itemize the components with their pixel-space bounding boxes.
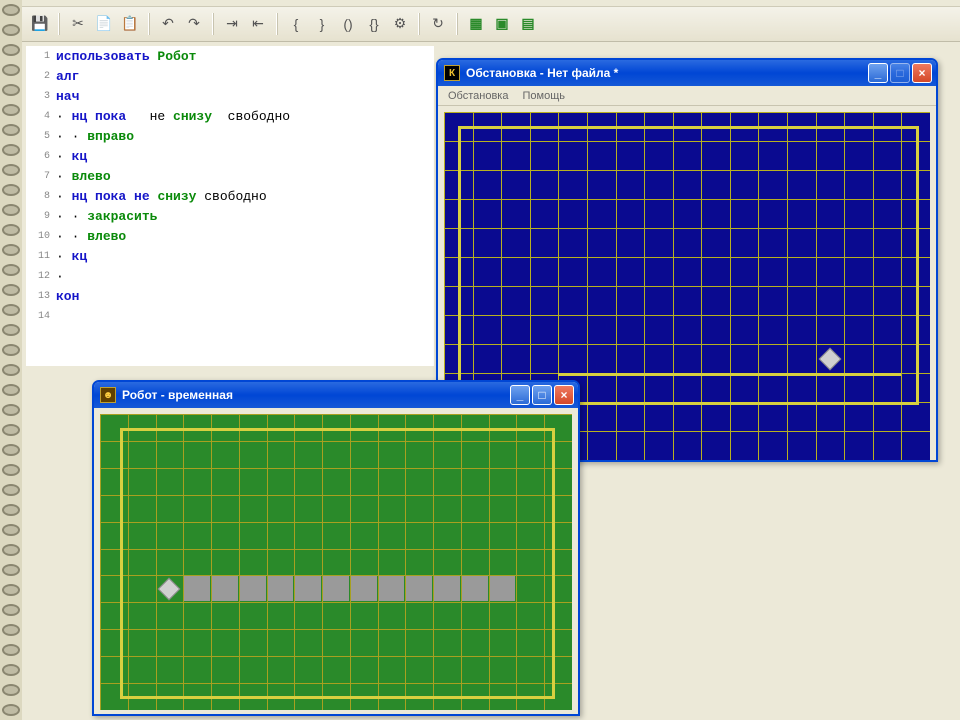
toolbar-button[interactable]: () [336,12,360,36]
code-line[interactable]: · · влево [56,229,126,244]
line-number: 14 [26,311,56,322]
minimize-button[interactable]: _ [510,385,530,405]
robot-title-text: Робот - временная [122,388,504,402]
code-line[interactable]: использовать Робот [56,49,196,64]
robot-icon [158,578,181,601]
code-line[interactable]: · кц [56,249,87,264]
close-button[interactable]: × [912,63,932,83]
toolbar-view-button[interactable]: ▣ [490,12,514,36]
toolbar-button[interactable]: ✂ [66,12,90,36]
code-line[interactable]: · · закрасить [56,209,157,224]
maximize-button[interactable]: □ [890,63,910,83]
robot-window: ☻ Робот - временная _ □ × [92,380,580,716]
code-line[interactable]: · · вправо [56,129,134,144]
env-menu-bar: Обстановка Помощь [438,86,936,106]
line-number: 13 [26,291,56,302]
minimize-button[interactable]: _ [868,63,888,83]
line-number: 11 [26,251,56,262]
toolbar-button[interactable]: 💾 [28,12,52,36]
code-line[interactable]: · нц пока не снизу свободно [56,189,267,204]
toolbar-button[interactable]: {} [362,12,386,36]
code-line[interactable]: · [56,269,64,284]
env-titlebar[interactable]: К Обстановка - Нет файла * _ □ × [438,60,936,86]
env-title-text: Обстановка - Нет файла * [466,66,862,80]
code-line[interactable]: · кц [56,149,87,164]
line-number: 3 [26,91,56,102]
line-number: 4 [26,111,56,122]
toolbar-view-button[interactable]: ▤ [516,12,540,36]
env-menu-item[interactable]: Обстановка [448,90,508,102]
toolbar-button[interactable]: { [284,12,308,36]
close-button[interactable]: × [554,385,574,405]
main-toolbar: 💾✂📄📋↶↷⇥⇤{}(){}⚙↻▦▣▤ [22,6,960,42]
env-app-icon: К [444,65,460,81]
toolbar-button[interactable]: 📋 [118,12,142,36]
line-number: 2 [26,71,56,82]
code-line[interactable]: кон [56,289,79,304]
robot-icon [819,347,842,370]
line-number: 1 [26,51,56,62]
toolbar-button[interactable]: } [310,12,334,36]
code-editor[interactable]: 1использовать Робот2алг3нач4· нц пока не… [26,46,434,366]
toolbar-button[interactable]: ⇤ [246,12,270,36]
line-number: 7 [26,171,56,182]
robot-grid[interactable] [100,414,572,710]
line-number: 10 [26,231,56,242]
line-number: 8 [26,191,56,202]
code-line[interactable]: нач [56,89,79,104]
maximize-button[interactable]: □ [532,385,552,405]
line-number: 12 [26,271,56,282]
toolbar-button[interactable]: 📄 [92,12,116,36]
toolbar-button[interactable]: ⇥ [220,12,244,36]
robot-titlebar[interactable]: ☻ Робот - временная _ □ × [94,382,578,408]
code-line[interactable]: алг [56,69,79,84]
env-menu-item[interactable]: Помощь [522,90,565,102]
toolbar-button[interactable]: ⚙ [388,12,412,36]
robot-app-icon: ☻ [100,387,116,403]
line-number: 5 [26,131,56,142]
toolbar-button[interactable]: ↷ [182,12,206,36]
code-line[interactable]: · влево [56,169,111,184]
line-number: 6 [26,151,56,162]
spiral-binding [0,0,22,720]
toolbar-button[interactable]: ↻ [426,12,450,36]
code-line[interactable]: · нц пока не снизу свободно [56,109,290,124]
line-number: 9 [26,211,56,222]
toolbar-view-button[interactable]: ▦ [464,12,488,36]
toolbar-button[interactable]: ↶ [156,12,180,36]
